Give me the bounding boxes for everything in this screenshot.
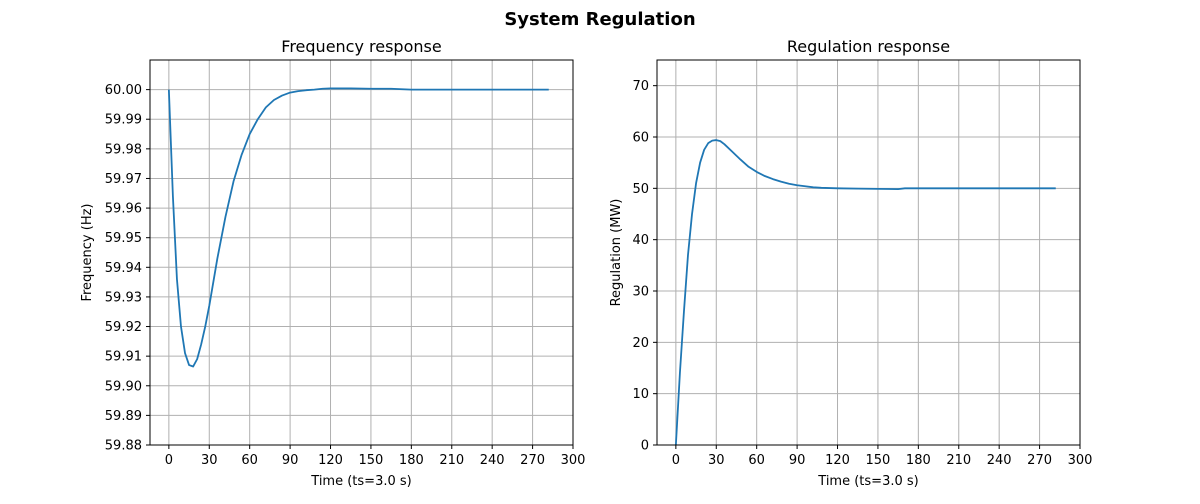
frequency-x-tick-label: 60 xyxy=(241,453,258,468)
frequency-x-tick-label: 150 xyxy=(359,453,384,468)
regulation-x-tick-label: 210 xyxy=(946,453,971,468)
regulation-y-tick-label: 10 xyxy=(632,387,649,402)
regulation-x-tick-label: 240 xyxy=(987,453,1012,468)
frequency-x-tick-label: 300 xyxy=(561,453,586,468)
frequency-x-axis-label: Time (ts=3.0 s) xyxy=(310,474,411,489)
frequency-y-tick-label: 59.91 xyxy=(105,350,142,365)
frequency-y-tick-label: 60.00 xyxy=(105,83,142,98)
regulation-plot-frame xyxy=(656,59,1081,446)
regulation-y-tick-label: 70 xyxy=(632,79,649,94)
regulation-x-tick-label: 270 xyxy=(1027,453,1052,468)
regulation-series-line xyxy=(674,139,1056,446)
regulation-x-tick-label: 300 xyxy=(1068,453,1093,468)
frequency-x-tick-label: 120 xyxy=(318,453,343,468)
regulation-x-tick-label: 180 xyxy=(906,453,931,468)
regulation-chart-title: Regulation response xyxy=(787,37,950,56)
frequency-y-tick-label: 59.96 xyxy=(105,202,142,217)
frequency-x-tick-label: 0 xyxy=(165,453,173,468)
frequency-y-tick-label: 59.97 xyxy=(105,172,142,187)
regulation-y-tick-label: 60 xyxy=(632,131,649,146)
regulation-x-tick-label: 150 xyxy=(866,453,891,468)
frequency-x-tick-label: 240 xyxy=(480,453,505,468)
regulation-y-tick-label: 50 xyxy=(632,182,649,197)
regulation-x-tick-label: 0 xyxy=(672,453,680,468)
regulation-y-tick-label: 20 xyxy=(632,336,649,351)
regulation-y-axis-label: Regulation (MW) xyxy=(609,199,624,307)
figure-title: System Regulation xyxy=(504,9,695,30)
regulation-x-tick-label: 60 xyxy=(748,453,765,468)
frequency-y-tick-label: 59.99 xyxy=(105,113,142,128)
frequency-x-tick-label: 90 xyxy=(282,453,299,468)
regulation-y-tick-label: 40 xyxy=(632,233,649,248)
frequency-y-tick-label: 59.89 xyxy=(105,409,142,424)
frequency-series-line xyxy=(167,87,549,368)
frequency-y-tick-label: 59.98 xyxy=(105,142,142,157)
frequency-x-tick-label: 180 xyxy=(399,453,424,468)
frequency-plot-frame xyxy=(149,59,574,446)
frequency-x-tick-label: 30 xyxy=(201,453,218,468)
frequency-chart-title: Frequency response xyxy=(281,37,441,56)
frequency-y-tick-label: 59.95 xyxy=(105,231,142,246)
frequency-x-tick-label: 270 xyxy=(520,453,545,468)
frequency-response-axes: 0 30 60 90 120 150 180 210 240 270 300 59.88 59.89 59… xyxy=(80,37,585,489)
frequency-x-tick-label: 210 xyxy=(439,453,464,468)
frequency-y-tick-label: 59.90 xyxy=(105,379,142,394)
frequency-y-tick-label: 59.94 xyxy=(105,261,142,276)
regulation-y-tick-label: 0 xyxy=(641,439,649,454)
frequency-y-tick-label: 59.92 xyxy=(105,320,142,335)
regulation-response-axes: 0 30 60 90 120 150 180 210 240 270 300 0 10 20 30 40 50 6… xyxy=(609,37,1092,489)
regulation-x-axis-label: Time (ts=3.0 s) xyxy=(817,474,918,489)
frequency-y-axis-label: Frequency (Hz) xyxy=(80,203,95,301)
regulation-y-tick-label: 30 xyxy=(632,285,649,300)
frequency-y-tick-label: 59.88 xyxy=(105,439,142,454)
regulation-x-tick-label: 120 xyxy=(825,453,850,468)
regulation-x-tick-label: 90 xyxy=(789,453,806,468)
regulation-x-tick-label: 30 xyxy=(708,453,725,468)
frequency-y-tick-label: 59.93 xyxy=(105,290,142,305)
